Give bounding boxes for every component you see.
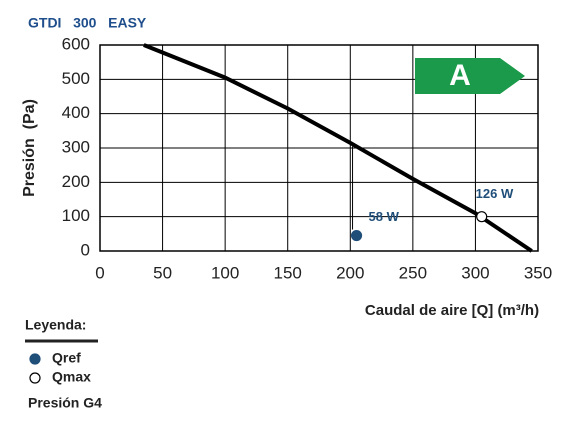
x-tick-label: 200 [336,263,364,282]
x-tick-label: 100 [211,263,239,282]
operating-point [476,211,488,223]
x-tick-label: 0 [95,263,104,282]
y-axis-label: Presión (Pa) [21,99,38,197]
point-label: 126 W [476,186,514,201]
x-tick-label: 300 [461,263,489,282]
legend-marker [29,353,41,365]
legend-title: Leyenda: [25,317,86,333]
x-tick-label: 350 [524,263,552,282]
x-tick-label: 50 [153,263,172,282]
y-tick-label: 400 [62,103,90,122]
x-axis-label: Caudal de aire [Q] (m³/h) [365,302,539,319]
point-label: 58 W [369,209,400,224]
legend-label: Qref [52,350,81,366]
operating-point [350,229,363,242]
curve [143,43,533,253]
y-tick-label: 500 [62,69,90,88]
chart-title: GTDI 300 EASY [28,15,147,31]
energy-arrow [415,58,525,94]
y-tick-label: 300 [62,137,90,156]
legend-label: Qmax [52,369,91,385]
legend-label: Presión G4 [28,395,102,411]
x-tick-label: 150 [274,263,302,282]
legend-marker [29,372,41,384]
y-tick-label: 100 [62,206,90,225]
x-tick-label: 250 [399,263,427,282]
y-tick-label: 600 [62,34,90,53]
energy-class: A [449,59,471,92]
y-tick-label: 200 [62,172,90,191]
y-tick-label: 0 [81,240,90,259]
